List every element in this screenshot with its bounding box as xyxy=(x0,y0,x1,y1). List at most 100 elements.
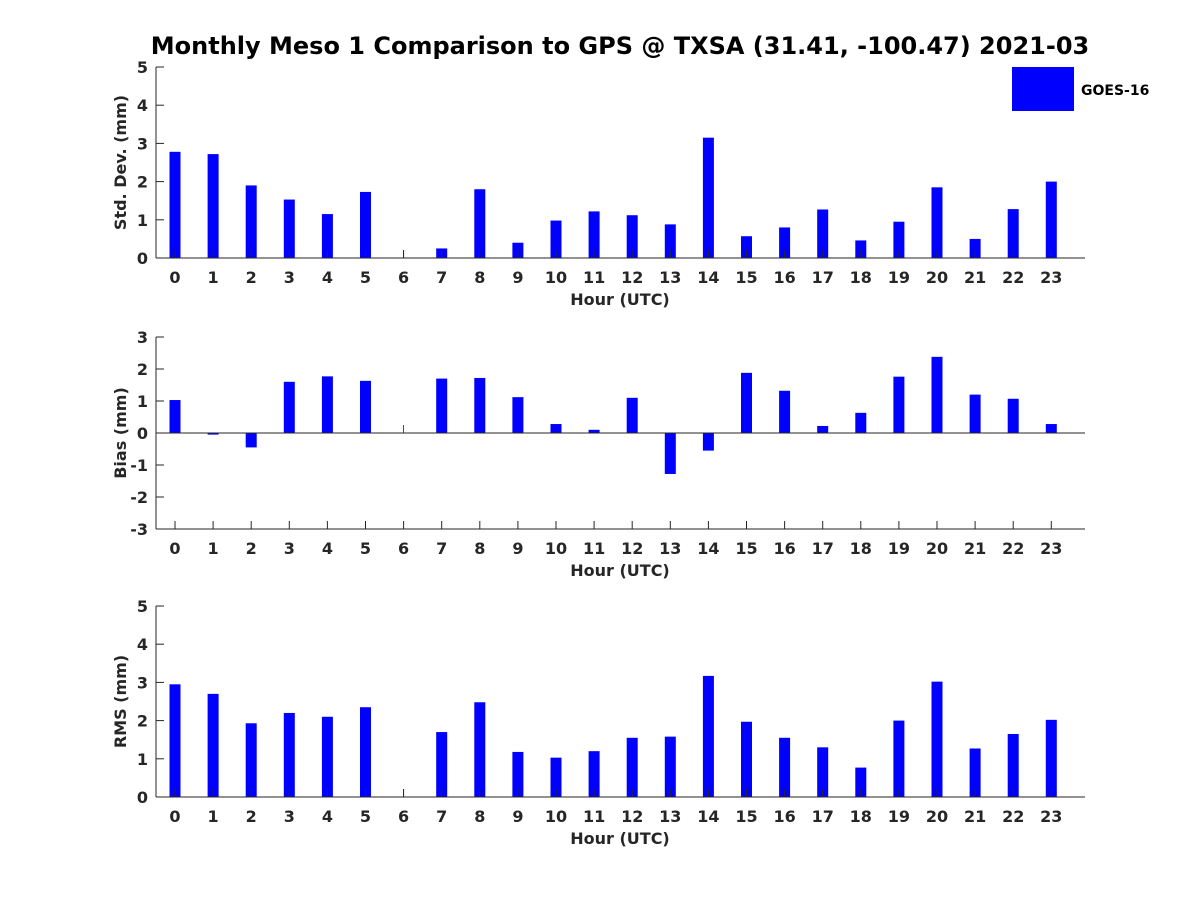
bar xyxy=(969,394,981,433)
x-tick-label: 20 xyxy=(926,268,948,287)
bar xyxy=(741,236,752,258)
bar xyxy=(741,721,752,797)
y-axis-label: Bias (mm) xyxy=(111,387,130,479)
x-tick-label: 19 xyxy=(888,807,910,826)
bar xyxy=(436,732,448,797)
x-tick-label: 2 xyxy=(246,539,257,558)
bar xyxy=(664,433,676,474)
x-tick-label: 15 xyxy=(735,807,757,826)
x-tick-label: 7 xyxy=(436,268,447,287)
x-tick-label: 18 xyxy=(850,539,872,558)
x-tick-label: 4 xyxy=(322,807,333,826)
x-tick-label: 19 xyxy=(888,268,910,287)
bar xyxy=(245,723,257,797)
x-tick-label: 17 xyxy=(812,539,834,558)
x-tick-label: 6 xyxy=(398,268,409,287)
y-tick-label: 2 xyxy=(137,173,148,192)
bar xyxy=(893,221,905,258)
bar xyxy=(855,240,867,258)
bar xyxy=(664,736,676,797)
x-tick-label: 7 xyxy=(436,539,447,558)
bar xyxy=(779,390,791,433)
bar xyxy=(283,199,295,258)
x-tick-label: 22 xyxy=(1002,807,1024,826)
bar xyxy=(702,433,714,451)
x-tick-label: 23 xyxy=(1040,539,1062,558)
x-tick-label: 11 xyxy=(583,807,605,826)
y-tick-label: 5 xyxy=(137,597,148,616)
x-tick-label: 17 xyxy=(812,268,834,287)
bar xyxy=(550,757,562,797)
bar xyxy=(817,425,829,433)
x-tick-label: 16 xyxy=(773,807,795,826)
bar xyxy=(436,378,448,433)
y-tick-label: 1 xyxy=(137,211,148,230)
x-tick-label: 15 xyxy=(735,539,757,558)
bar xyxy=(1045,181,1057,258)
x-tick-label: 11 xyxy=(583,539,605,558)
x-tick-label: 3 xyxy=(284,539,295,558)
x-tick-label: 6 xyxy=(398,539,409,558)
x-tick-label: 1 xyxy=(208,268,219,287)
x-tick-label: 4 xyxy=(322,539,333,558)
bar xyxy=(474,189,486,258)
bar xyxy=(169,151,181,258)
x-tick-label: 13 xyxy=(659,807,681,826)
bar xyxy=(626,397,638,433)
bar xyxy=(1007,209,1019,258)
x-tick-label: 1 xyxy=(208,807,219,826)
y-tick-label: 4 xyxy=(137,96,148,115)
bar xyxy=(588,429,600,433)
x-tick-label: 13 xyxy=(659,539,681,558)
x-tick-label: 20 xyxy=(926,539,948,558)
bar xyxy=(969,748,981,797)
y-tick-label: 0 xyxy=(137,424,148,443)
x-tick-label: 3 xyxy=(284,268,295,287)
bar xyxy=(626,215,638,258)
x-tick-label: 21 xyxy=(964,539,986,558)
x-tick-label: 12 xyxy=(621,807,643,826)
bar xyxy=(969,238,981,258)
bar xyxy=(626,737,638,797)
x-axis-label: Hour (UTC) xyxy=(570,829,670,848)
legend-swatch xyxy=(1012,67,1074,111)
bar xyxy=(855,767,867,797)
y-tick-label: 5 xyxy=(137,58,148,77)
x-tick-label: 17 xyxy=(812,807,834,826)
x-tick-label: 9 xyxy=(512,539,523,558)
x-tick-label: 1 xyxy=(208,539,219,558)
x-tick-label: 4 xyxy=(322,268,333,287)
bar xyxy=(474,377,486,433)
y-tick-label: 3 xyxy=(137,134,148,153)
x-tick-label: 3 xyxy=(284,807,295,826)
y-tick-label: 1 xyxy=(137,750,148,769)
y-tick-label: 1 xyxy=(137,392,148,411)
x-tick-label: 19 xyxy=(888,539,910,558)
y-tick-label: -1 xyxy=(130,456,148,475)
x-tick-label: 22 xyxy=(1002,539,1024,558)
bar xyxy=(931,187,943,258)
x-tick-label: 12 xyxy=(621,539,643,558)
bar xyxy=(283,381,295,433)
bar xyxy=(931,681,943,797)
x-tick-label: 10 xyxy=(545,268,567,287)
x-tick-label: 5 xyxy=(360,268,371,287)
x-tick-label: 15 xyxy=(735,268,757,287)
x-tick-label: 10 xyxy=(545,807,567,826)
y-tick-label: 0 xyxy=(137,249,148,268)
bar xyxy=(321,376,333,433)
chart-title: Monthly Meso 1 Comparison to GPS @ TXSA … xyxy=(151,32,1089,60)
x-tick-label: 2 xyxy=(246,807,257,826)
legend-label: GOES-16 xyxy=(1081,83,1149,99)
y-tick-label: 3 xyxy=(137,328,148,347)
bar xyxy=(321,716,333,797)
bar xyxy=(702,137,714,258)
bar xyxy=(855,412,867,433)
bar xyxy=(550,220,562,258)
x-tick-label: 21 xyxy=(964,268,986,287)
x-tick-label: 14 xyxy=(697,807,719,826)
x-tick-label: 20 xyxy=(926,807,948,826)
bar xyxy=(893,720,905,797)
